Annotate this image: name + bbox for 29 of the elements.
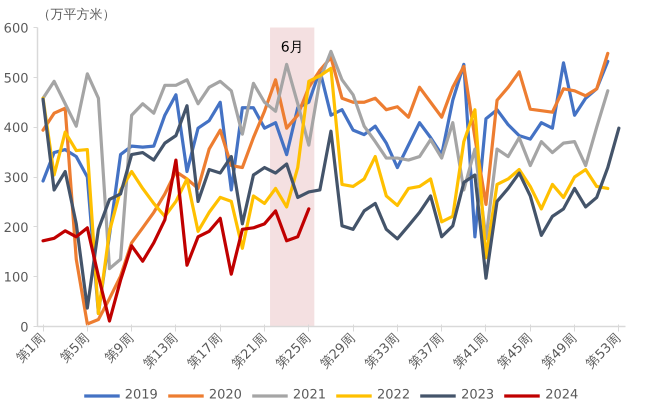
legend-label: 2019 xyxy=(124,388,158,402)
y-axis-title: （万平方米） xyxy=(38,6,116,22)
line-series xyxy=(41,98,620,310)
y-tick-label: 500 xyxy=(4,71,29,86)
x-tick-label: 第21周 xyxy=(229,331,270,372)
x-tick-label: 第37周 xyxy=(406,331,447,372)
x-tick-label: 第41周 xyxy=(450,331,492,372)
x-tick-label: 第53周 xyxy=(583,331,624,372)
legend-label: 2023 xyxy=(461,388,494,402)
legend-label: 2020 xyxy=(208,388,242,402)
x-tick-label: 第9周 xyxy=(102,331,137,366)
legend-label: 2024 xyxy=(545,388,578,402)
x-tick-label: 第13周 xyxy=(140,331,182,372)
legend-label: 2022 xyxy=(377,388,410,402)
y-tick-label: 600 xyxy=(4,22,29,36)
y-tick-label: 300 xyxy=(4,171,29,186)
x-tick-label: 第33周 xyxy=(362,331,403,372)
x-tick-label: 第29周 xyxy=(318,331,358,372)
x-tick-label: 第25周 xyxy=(273,331,314,372)
legend-label: 2021 xyxy=(292,388,326,402)
x-tick-label: 第45周 xyxy=(494,331,536,372)
x-tick-label: 第17周 xyxy=(184,331,226,372)
x-tick-label: 第5周 xyxy=(58,331,93,366)
y-tick-label: 200 xyxy=(4,220,29,236)
line-series xyxy=(41,158,310,323)
y-tick-label: 400 xyxy=(4,121,29,136)
y-tick-label: 100 xyxy=(4,270,29,286)
x-tick-label: 第49周 xyxy=(539,331,580,372)
band-label: 6月 xyxy=(280,39,304,56)
